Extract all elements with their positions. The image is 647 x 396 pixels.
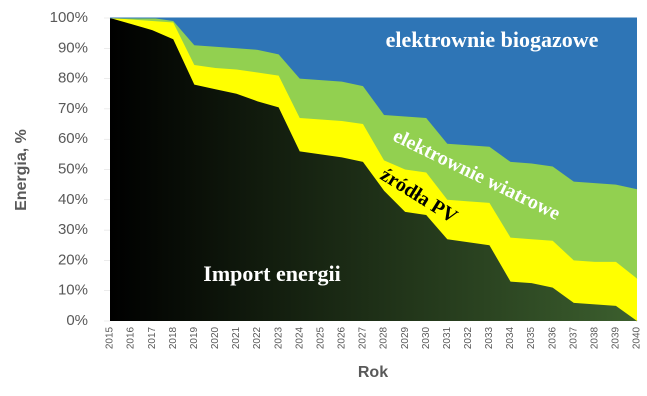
x-tick-label: 2028	[379, 326, 390, 349]
y-tick-label: 40%	[58, 191, 88, 208]
x-tick-label: 2026	[337, 326, 348, 349]
x-tick-label: 2035	[526, 326, 537, 349]
y-tick-label: 100%	[50, 9, 88, 26]
y-tick-label: 90%	[58, 39, 88, 56]
x-tick-label: 2018	[168, 326, 179, 349]
y-tick-label: 70%	[58, 100, 88, 117]
x-tick-label: 2021	[231, 326, 242, 349]
x-tick-label: 2037	[568, 326, 579, 349]
y-tick-label: 30%	[58, 221, 88, 238]
x-tick-label: 2015	[105, 326, 116, 349]
x-tick-label: 2016	[126, 326, 137, 349]
legend-label: Import energii	[203, 261, 340, 286]
x-tick-label: 2020	[210, 326, 221, 349]
x-tick-label: 2017	[147, 326, 158, 349]
x-tick-label: 2038	[589, 326, 600, 349]
area	[110, 18, 637, 321]
x-tick-label: 2025	[315, 326, 326, 349]
area	[110, 18, 637, 279]
x-tick-label: 2032	[463, 326, 474, 349]
x-tick-label: 2024	[294, 326, 305, 349]
x-tick-label: 2040	[632, 326, 643, 349]
y-axis-title: Energia, %	[13, 129, 30, 211]
y-tick-label: 80%	[58, 70, 88, 87]
y-tick-label: 0%	[66, 312, 88, 329]
area	[110, 18, 637, 190]
legend-label: elektrownie biogazowe	[386, 27, 599, 52]
x-tick-label: 2039	[611, 326, 622, 349]
y-tick-label: 10%	[58, 282, 88, 299]
y-tick-label: 50%	[58, 160, 88, 177]
x-tick-label: 2033	[484, 326, 495, 349]
x-tick-label: 2034	[505, 326, 516, 349]
area	[110, 18, 637, 321]
x-axis-title: Rok	[358, 364, 388, 381]
x-tick-label: 2029	[400, 326, 411, 349]
x-tick-label: 2019	[189, 326, 200, 349]
y-tick-label: 60%	[58, 130, 88, 147]
x-tick-label: 2036	[547, 326, 558, 349]
x-tick-label: 2027	[358, 326, 369, 349]
x-tick-label: 2031	[442, 326, 453, 349]
x-tick-label: 2023	[273, 326, 284, 349]
x-tick-label: 2030	[421, 326, 432, 349]
y-tick-label: 20%	[58, 251, 88, 268]
x-tick-label: 2022	[252, 326, 263, 349]
